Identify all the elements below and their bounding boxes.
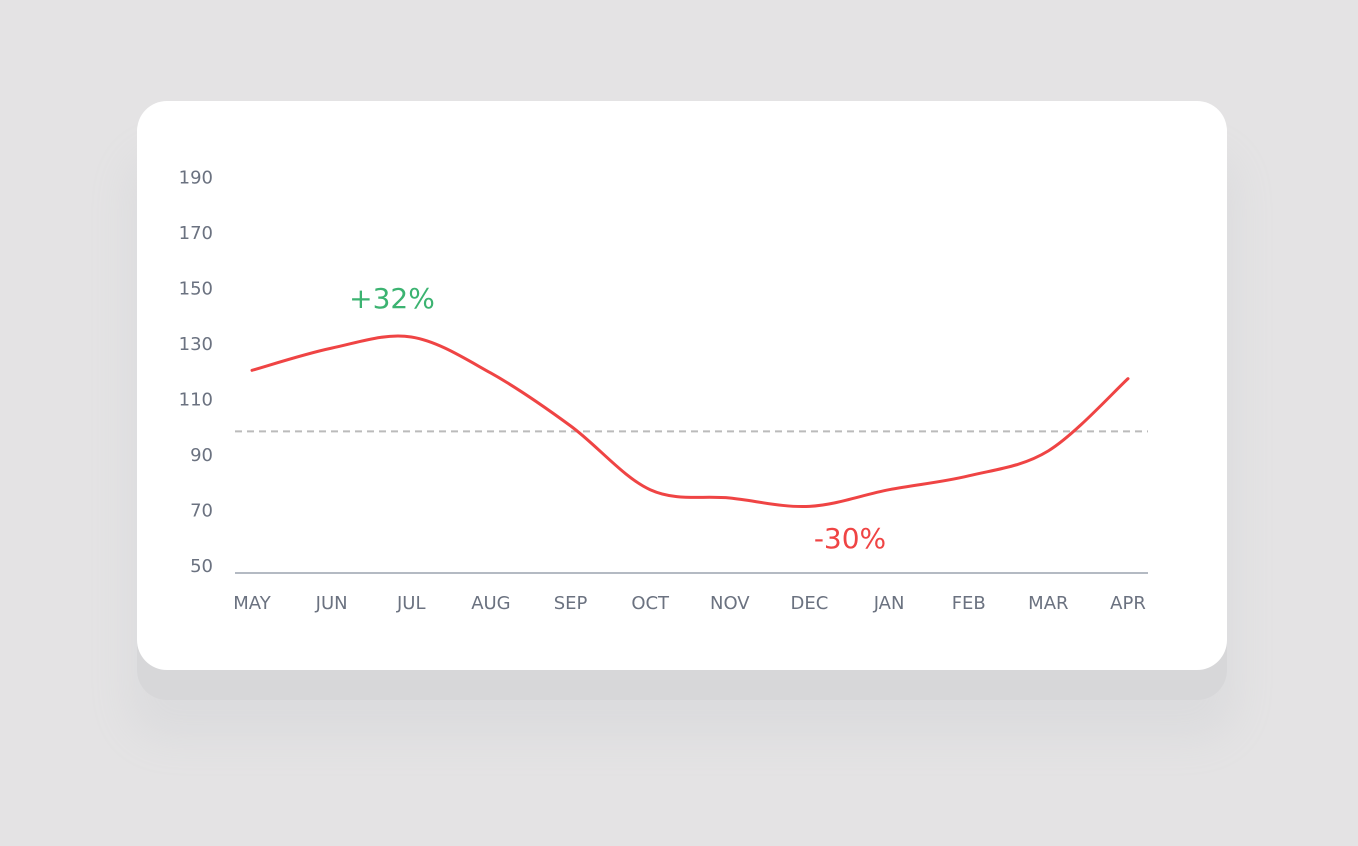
x-tick-label: APR bbox=[1110, 593, 1146, 614]
x-tick-label: OCT bbox=[631, 593, 670, 614]
annotation: -30% bbox=[814, 522, 886, 555]
x-tick-label: AUG bbox=[471, 593, 510, 614]
x-tick-label: SEP bbox=[554, 593, 588, 614]
x-tick-label: NOV bbox=[710, 593, 750, 614]
x-tick-label: DEC bbox=[791, 593, 829, 614]
x-tick-label: MAY bbox=[233, 593, 271, 614]
x-tick-label: JUL bbox=[396, 593, 426, 614]
card bbox=[137, 101, 1227, 670]
y-tick-label: 110 bbox=[179, 390, 213, 411]
x-tick-label: JUN bbox=[315, 593, 348, 614]
x-tick-label: JAN bbox=[873, 593, 905, 614]
y-tick-label: 190 bbox=[179, 168, 213, 189]
line bbox=[250, 334, 1130, 509]
y-tick-label: 50 bbox=[190, 556, 213, 577]
y-tick-label: 70 bbox=[190, 501, 213, 522]
x-tick-label: FEB bbox=[952, 593, 986, 614]
x-tick-label: MAR bbox=[1028, 593, 1068, 614]
y-tick-label: 90 bbox=[190, 445, 213, 466]
y-tick-label: 150 bbox=[179, 279, 213, 300]
y-tick-label: 130 bbox=[179, 334, 213, 355]
y-tick-label: 170 bbox=[179, 223, 213, 244]
annotation: +32% bbox=[349, 282, 435, 315]
